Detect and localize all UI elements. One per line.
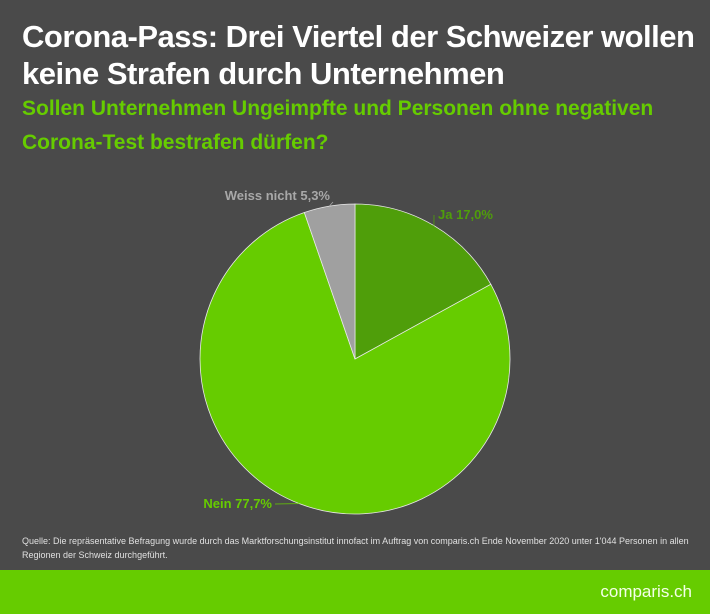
leader-line xyxy=(329,201,334,207)
data-label: Weiss nicht 5,3% xyxy=(225,188,331,203)
data-label: Nein 77,7% xyxy=(203,496,272,511)
comparis-logo[interactable]: comparis.ch xyxy=(600,582,692,601)
pie-slice-weiss-nicht xyxy=(303,203,356,360)
pie-chart: Ja 17,0% Nein 77,7% Weiss nicht 5,3% xyxy=(199,188,511,515)
chart-title: Corona-Pass: Drei Viertel der Schweizer … xyxy=(22,19,695,91)
chart-subtitle: Sollen Unternehmen Ungeimpfte und Person… xyxy=(22,97,654,154)
pie-slice-nein xyxy=(199,212,511,515)
footer-bar: comparis.ch xyxy=(0,570,710,614)
data-label: Ja 17,0% xyxy=(438,207,493,222)
source-note: Quelle: Die repräsentative Befragung wur… xyxy=(22,536,689,560)
